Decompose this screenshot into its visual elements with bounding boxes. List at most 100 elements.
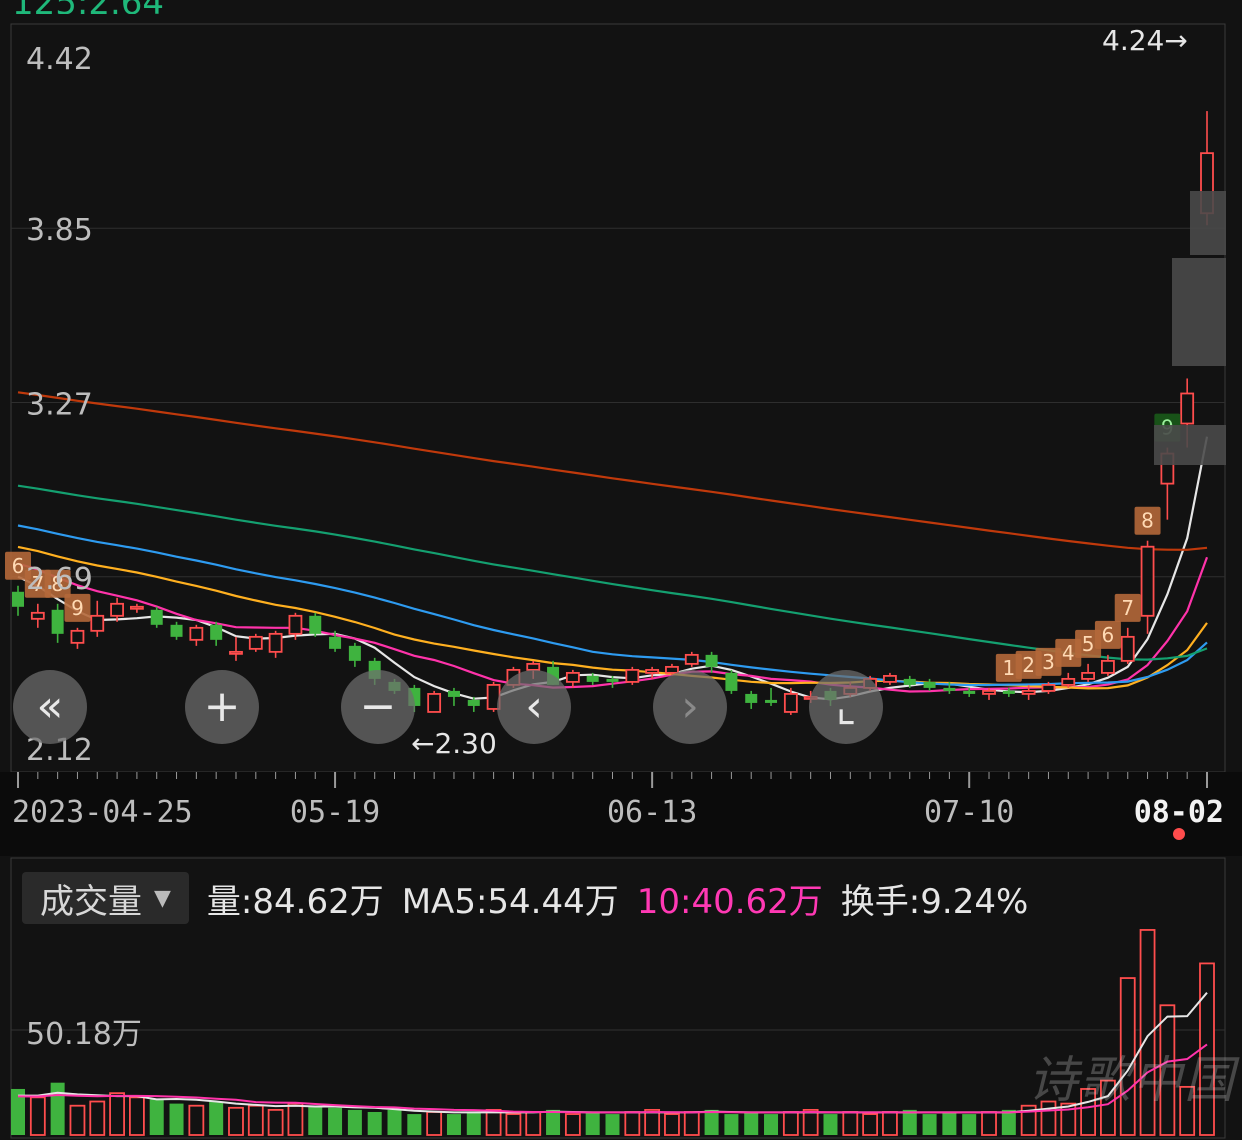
volume-bar — [188, 1104, 205, 1136]
count-marker-badge — [1055, 638, 1082, 667]
volume-bar — [882, 1111, 898, 1136]
count-marker-badge — [1075, 629, 1102, 658]
count-marker-label: 5 — [1082, 632, 1095, 656]
candle-body — [1041, 684, 1056, 692]
volume-header: 成交量 ▼ 量:84.62万 MA5:54.44万 10:40.62万 换手:9… — [22, 872, 1028, 924]
volume-bar — [704, 1109, 719, 1135]
volume-bar — [1139, 929, 1156, 1136]
candle-body — [150, 609, 163, 625]
date-tick-label: 06-13 — [607, 795, 697, 830]
count-marker-label: 8 — [1141, 509, 1154, 533]
volume-bar — [605, 1114, 620, 1135]
volume-bar — [902, 1109, 917, 1135]
volume-bar — [485, 1108, 502, 1136]
candle-body — [1180, 392, 1195, 425]
volume-bar — [29, 1096, 46, 1136]
candle-body — [705, 654, 718, 667]
candle-body — [210, 624, 223, 640]
volume-bar — [525, 1111, 542, 1136]
candle-body — [110, 602, 124, 617]
count-marker-label: 7 — [1121, 596, 1134, 620]
volume-bar — [128, 1096, 145, 1136]
ma-line — [17, 524, 1208, 687]
count-markers: 6789123456789 — [5, 413, 1181, 682]
count-marker-badge — [64, 593, 91, 622]
candle-body — [1081, 671, 1095, 680]
volume-bar — [267, 1108, 284, 1136]
volume-bar — [247, 1104, 264, 1136]
turnover-rate: 换手:9.24% — [840, 881, 1029, 922]
candle-body — [329, 636, 342, 649]
volume-bar — [308, 1105, 323, 1135]
candle-body — [783, 693, 798, 713]
zoom-out-button[interactable]: − — [341, 670, 415, 744]
fullscreen-button[interactable]: ⌞ — [809, 670, 883, 744]
caret-down-icon: ▼ — [154, 885, 171, 911]
minus-icon: − — [359, 681, 397, 732]
candle-body — [447, 690, 460, 697]
date-tick-label: 05-19 — [290, 795, 380, 830]
candle-body — [51, 609, 64, 634]
count-marker-label: 4 — [1062, 641, 1075, 665]
indicator-selector[interactable]: 成交量 ▼ — [22, 872, 189, 924]
volume-value: 量:84.62万 — [206, 881, 384, 922]
candle-body — [1140, 545, 1155, 617]
live-dot — [1173, 828, 1185, 840]
candle-body — [606, 678, 619, 682]
volume-bar — [1100, 1079, 1116, 1136]
volume-bar — [724, 1114, 739, 1135]
candle-body — [645, 668, 660, 674]
volume-bar — [11, 1088, 25, 1135]
volume-bar — [328, 1107, 343, 1135]
count-marker-badge — [1094, 620, 1121, 649]
candle-body — [1021, 690, 1036, 695]
count-marker-badge — [1134, 506, 1161, 535]
volume-bar — [683, 1111, 700, 1136]
candle-body — [982, 690, 996, 695]
volume-bar — [505, 1113, 522, 1136]
candle-body — [1002, 690, 1015, 694]
volume-bar — [426, 1111, 443, 1136]
candle-body — [565, 671, 580, 683]
volume-bar — [228, 1106, 244, 1136]
volume-bars — [11, 929, 1215, 1136]
volume-bar — [802, 1108, 819, 1136]
candle-body — [268, 632, 283, 653]
candle-body — [170, 624, 183, 637]
back-button[interactable]: ‹ — [497, 670, 571, 744]
candle-body — [625, 668, 640, 683]
candle-body — [309, 615, 322, 634]
volume-bar — [942, 1111, 957, 1135]
chevron-left-icon: ‹ — [525, 681, 543, 732]
candle-body — [229, 650, 243, 655]
fast-back-button[interactable]: « — [13, 670, 87, 744]
candle-body — [526, 662, 541, 671]
candle-body — [1101, 659, 1115, 674]
volume-bar — [89, 1100, 106, 1136]
candle-body — [923, 681, 936, 688]
zoom-in-button[interactable]: + — [185, 670, 259, 744]
volume-ma10: 10:40.62万 — [636, 881, 823, 922]
candle-body — [765, 699, 778, 703]
candle-body — [963, 690, 976, 694]
candle-body — [1120, 635, 1135, 662]
volume-bar — [922, 1114, 937, 1135]
volume-bar — [50, 1082, 65, 1135]
count-marker-badge — [1114, 593, 1141, 622]
high-annotation: 4.24→ — [1102, 24, 1188, 57]
date-axis-bar — [0, 772, 1242, 856]
candle-body — [129, 605, 144, 610]
plus-icon: + — [203, 681, 241, 732]
candle-body — [883, 674, 897, 683]
forward-button[interactable]: › — [653, 670, 727, 744]
count-marker-badge — [995, 653, 1022, 682]
candle-body — [725, 672, 738, 691]
candle-body — [348, 645, 361, 661]
volume-bar — [1159, 1004, 1176, 1136]
volume-bar — [644, 1108, 661, 1136]
chevron-right-icon: › — [681, 681, 699, 732]
candle-body — [943, 687, 956, 691]
volume-bar — [1020, 1104, 1037, 1136]
candle-body — [586, 675, 599, 682]
